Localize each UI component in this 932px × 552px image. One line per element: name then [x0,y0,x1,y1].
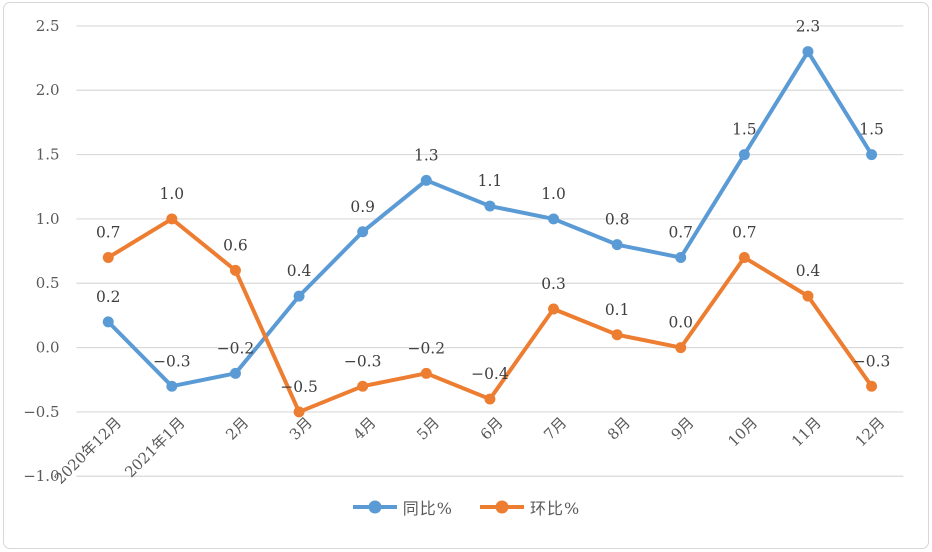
data-point [166,213,178,225]
data-label: 1.1 [478,172,503,190]
x-category-label: 5月 [413,414,443,444]
legend: 同比% 环比% [4,495,928,519]
data-label: 2.3 [796,18,821,36]
data-point [484,393,496,405]
data-point [866,149,878,161]
y-tick-label: 2.5 [36,17,60,35]
gridlines [76,25,904,477]
data-label: −0.4 [471,365,509,383]
data-label: 0.7 [96,224,121,242]
y-tick-label: 0.0 [36,339,60,357]
series-points [102,46,878,418]
legend-item-yoy[interactable]: 同比% [352,495,453,519]
x-category-label: 9月 [668,414,698,444]
data-label: 0.7 [732,224,757,242]
y-tick-label: −1.0 [23,467,59,485]
chart-container: 2.5 2.0 1.5 1.0 0.5 0.0 −0.5 −1.0 2020年12月 2021年… [3,2,929,549]
data-point [802,290,814,302]
x-category-label: 10月 [724,414,761,451]
data-label: 1.3 [414,146,439,164]
x-category-label: 2月 [222,414,252,444]
data-label: 0.9 [350,198,375,216]
data-point [357,226,369,238]
data-labels: 0.2 −0.3 −0.2 0.4 0.9 1.3 1.1 1.0 0.8 0.7 1.5 2.3 1.… [96,18,890,396]
data-point [548,303,560,315]
data-label: 0.0 [668,314,693,332]
data-point [866,380,878,392]
data-point [166,380,178,392]
legend-label-yoy: 同比% [402,499,453,518]
data-point [675,252,687,264]
yoy-line-marker-icon [352,500,397,514]
mom-line-marker-icon [480,500,524,514]
y-tick-label: 1.5 [36,146,60,164]
x-category-label: 8月 [604,414,634,444]
data-label: −0.3 [344,352,382,370]
data-label: 0.8 [605,211,630,229]
data-point [293,406,305,418]
y-axis-tick-labels: 2.5 2.0 1.5 1.0 0.5 0.0 −0.5 −1.0 [23,17,59,485]
data-point [229,367,241,379]
data-point [738,252,750,264]
data-point [293,290,305,302]
legend-label-mom: 环比% [530,499,581,518]
data-label: 0.3 [541,275,566,293]
data-point [611,329,623,341]
data-point [229,264,241,276]
x-category-label: 2021年1月 [121,414,188,481]
data-point [675,342,687,354]
data-label: 1.5 [859,121,884,139]
data-label: −0.2 [217,339,255,357]
y-tick-label: 1.0 [36,210,60,228]
x-category-label: 6月 [477,414,507,444]
x-category-label: 3月 [286,414,316,444]
y-tick-label: 2.0 [36,81,60,99]
y-tick-label: 0.5 [36,274,60,292]
data-point [548,213,560,225]
x-category-label: 11月 [788,414,825,451]
x-category-label: 7月 [540,414,570,444]
data-label: 0.4 [796,262,821,280]
data-label: 1.0 [160,185,185,203]
x-category-label: 12月 [852,414,889,451]
data-point [738,149,750,161]
data-label: 0.1 [605,301,630,319]
data-point [420,174,432,186]
data-label: 0.4 [287,262,312,280]
data-point [802,46,814,58]
data-point [611,239,623,251]
data-label: −0.3 [853,352,891,370]
data-label: 1.5 [732,121,757,139]
x-category-label: 4月 [349,414,379,444]
data-point [357,380,369,392]
data-label: 0.6 [223,236,248,254]
data-point [484,200,496,212]
data-label: 0.2 [96,288,121,306]
series-lines [106,49,874,414]
legend-item-mom[interactable]: 环比% [479,495,580,519]
data-label: 1.0 [541,185,566,203]
data-label: −0.5 [280,378,318,396]
data-label: −0.3 [153,352,191,370]
data-label: 0.7 [668,224,693,242]
data-point [102,316,114,328]
data-point [420,367,432,379]
y-tick-label: −0.5 [23,403,59,421]
data-point [102,252,114,264]
data-label: −0.2 [408,339,445,357]
line-chart: 2.52.01.51.00.50.0−0.5−1.0 2020年12月2021年… [23,17,904,488]
